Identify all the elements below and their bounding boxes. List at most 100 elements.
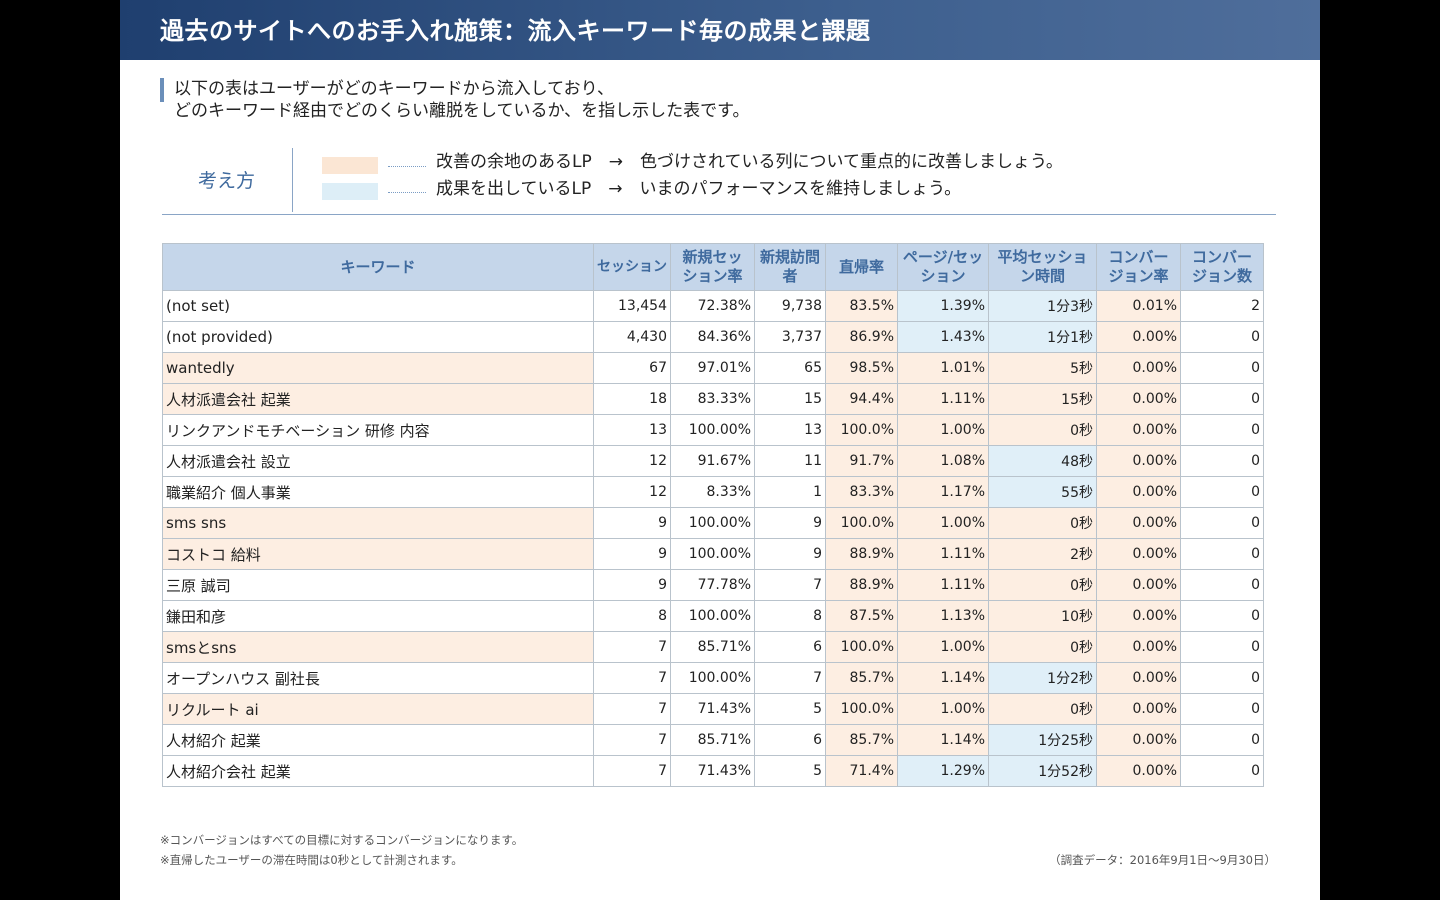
cell-keyword: sms sns: [162, 507, 594, 539]
cell-new-session-rate: 91.67%: [670, 445, 755, 477]
legend-leader-improve: [388, 166, 426, 167]
cell-conversion-count: 0: [1180, 693, 1264, 725]
cell-keyword: smsとsns: [162, 631, 594, 663]
cell-new-visitors: 7: [754, 662, 826, 694]
cell-sessions: 7: [593, 631, 671, 663]
cell-new-session-rate: 85.71%: [670, 724, 755, 756]
cell-avg-session-time: 0秒: [988, 693, 1097, 725]
cell-new-visitors: 5: [754, 693, 826, 725]
cell-conversion-count: 0: [1180, 445, 1264, 477]
cell-bounce-rate: 85.7%: [825, 724, 898, 756]
cell-bounce-rate: 87.5%: [825, 600, 898, 632]
header-pages-per-session: ページ/セッション: [897, 243, 989, 291]
cell-conversion-rate: 0.00%: [1096, 445, 1181, 477]
intro-accent-bar: [160, 78, 164, 102]
cell-new-session-rate: 72.38%: [670, 290, 755, 322]
legend-text-good: 成果を出しているLP → いまのパフォーマンスを維持しましょう。: [436, 179, 962, 199]
cell-new-visitors: 15: [754, 383, 826, 415]
cell-new-visitors: 8: [754, 600, 826, 632]
cell-conversion-rate: 0.00%: [1096, 693, 1181, 725]
cell-new-session-rate: 71.43%: [670, 693, 755, 725]
cell-avg-session-time: 1分2秒: [988, 662, 1097, 694]
legend-swatch-improve: [322, 157, 378, 174]
cell-conversion-rate: 0.00%: [1096, 383, 1181, 415]
cell-keyword: 人材派遣会社 起業: [162, 383, 594, 415]
cell-conversion-count: 0: [1180, 755, 1264, 787]
table-row: smsとsns 7 85.71% 6 100.0% 1.00% 0秒 0.00% 0: [162, 631, 1264, 663]
table-row: sms sns 9 100.00% 9 100.0% 1.00% 0秒 0.00% 0: [162, 507, 1264, 539]
cell-pages-per-session: 1.00%: [897, 507, 989, 539]
cell-keyword: コストコ 給料: [162, 538, 594, 570]
cell-conversion-count: 0: [1180, 352, 1264, 384]
cell-bounce-rate: 91.7%: [825, 445, 898, 477]
cell-pages-per-session: 1.11%: [897, 383, 989, 415]
cell-bounce-rate: 88.9%: [825, 538, 898, 570]
header-keyword: キーワード: [162, 243, 594, 291]
cell-new-visitors: 6: [754, 724, 826, 756]
header-sessions: セッション: [593, 243, 671, 291]
cell-conversion-rate: 0.00%: [1096, 724, 1181, 756]
cell-pages-per-session: 1.11%: [897, 538, 989, 570]
cell-keyword: 人材紹介会社 起業: [162, 755, 594, 787]
cell-avg-session-time: 5秒: [988, 352, 1097, 384]
cell-pages-per-session: 1.29%: [897, 755, 989, 787]
cell-keyword: (not set): [162, 290, 594, 322]
cell-new-visitors: 11: [754, 445, 826, 477]
thinking-box: 考え方 改善の余地のあるLP → 色づけされている列について重点的に改善しましょ…: [162, 148, 1276, 215]
cell-conversion-count: 0: [1180, 724, 1264, 756]
cell-new-session-rate: 100.00%: [670, 600, 755, 632]
cell-conversion-rate: 0.01%: [1096, 290, 1181, 322]
cell-bounce-rate: 85.7%: [825, 662, 898, 694]
table-header-row: キーワード セッション 新規セッション率 新規訪問者 直帰率 ページ/セッション…: [162, 243, 1264, 291]
cell-avg-session-time: 1分3秒: [988, 290, 1097, 322]
cell-avg-session-time: 48秒: [988, 445, 1097, 477]
table-row: リクルート ai 7 71.43% 5 100.0% 1.00% 0秒 0.00% 0: [162, 693, 1264, 725]
cell-bounce-rate: 86.9%: [825, 321, 898, 353]
cell-bounce-rate: 100.0%: [825, 693, 898, 725]
cell-conversion-rate: 0.00%: [1096, 755, 1181, 787]
cell-new-visitors: 6: [754, 631, 826, 663]
intro-line-1: 以下の表はユーザーがどのキーワードから流入しており、: [174, 79, 614, 99]
cell-keyword: 人材派遣会社 設立: [162, 445, 594, 477]
cell-conversion-rate: 0.00%: [1096, 476, 1181, 508]
cell-conversion-rate: 0.00%: [1096, 352, 1181, 384]
cell-avg-session-time: 1分52秒: [988, 755, 1097, 787]
header-new-session-rate: 新規セッション率: [670, 243, 755, 291]
cell-avg-session-time: 1分1秒: [988, 321, 1097, 353]
cell-conversion-count: 0: [1180, 662, 1264, 694]
cell-keyword: 三原 誠司: [162, 569, 594, 601]
legend-leader-good: [388, 192, 426, 193]
cell-pages-per-session: 1.11%: [897, 569, 989, 601]
cell-keyword: 職業紹介 個人事業: [162, 476, 594, 508]
source-note: （調査データ：2016年9月1日～9月30日）: [1049, 853, 1276, 867]
cell-pages-per-session: 1.00%: [897, 414, 989, 446]
cell-conversion-count: 0: [1180, 538, 1264, 570]
cell-keyword: オープンハウス 副社長: [162, 662, 594, 694]
cell-pages-per-session: 1.13%: [897, 600, 989, 632]
cell-bounce-rate: 88.9%: [825, 569, 898, 601]
cell-avg-session-time: 0秒: [988, 507, 1097, 539]
cell-conversion-count: 0: [1180, 600, 1264, 632]
cell-keyword: リンクアンドモチベーション 研修 内容: [162, 414, 594, 446]
cell-new-visitors: 9,738: [754, 290, 826, 322]
keyword-table: キーワード セッション 新規セッション率 新規訪問者 直帰率 ページ/セッション…: [162, 243, 1264, 787]
thinking-label: 考え方: [198, 170, 256, 192]
cell-sessions: 8: [593, 600, 671, 632]
thinking-divider: [292, 148, 293, 212]
cell-keyword: 鎌田和彦: [162, 600, 594, 632]
cell-new-session-rate: 97.01%: [670, 352, 755, 384]
cell-sessions: 7: [593, 755, 671, 787]
footnote-1: ※コンバージョンはすべての目標に対するコンバージョンになります。: [160, 833, 524, 847]
cell-new-visitors: 5: [754, 755, 826, 787]
cell-new-session-rate: 100.00%: [670, 414, 755, 446]
header-new-visitors: 新規訪問者: [754, 243, 826, 291]
cell-bounce-rate: 94.4%: [825, 383, 898, 415]
table-row: リンクアンドモチベーション 研修 内容 13 100.00% 13 100.0% 1.00…: [162, 414, 1264, 446]
cell-avg-session-time: 1分25秒: [988, 724, 1097, 756]
cell-sessions: 9: [593, 538, 671, 570]
cell-new-visitors: 7: [754, 569, 826, 601]
cell-avg-session-time: 0秒: [988, 569, 1097, 601]
cell-pages-per-session: 1.14%: [897, 662, 989, 694]
cell-conversion-count: 0: [1180, 321, 1264, 353]
cell-sessions: 7: [593, 662, 671, 694]
